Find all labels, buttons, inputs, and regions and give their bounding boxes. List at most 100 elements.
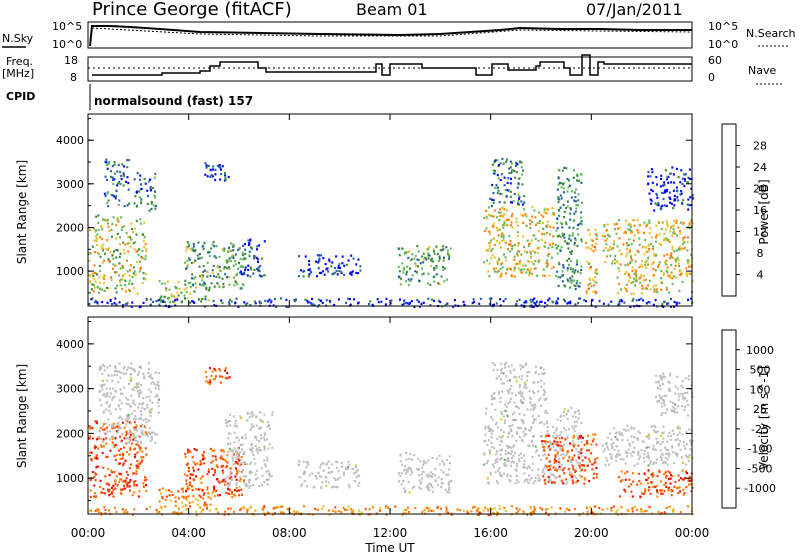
echo-cell [398, 270, 401, 273]
echo-cell [662, 372, 665, 375]
echo-cell [661, 376, 664, 379]
echo-cell [119, 170, 122, 174]
echo-cell [503, 176, 506, 179]
echo-cell [119, 447, 122, 451]
echo-cell [126, 437, 129, 440]
echo-cell [532, 407, 535, 410]
echo-cell [589, 248, 592, 251]
echo-cell [544, 398, 547, 402]
echo-cell [542, 373, 545, 376]
echo-cell [585, 290, 588, 293]
echo-cell [646, 435, 649, 438]
echo-cell [641, 440, 644, 443]
echo-cell [513, 275, 516, 278]
echo-cell [427, 247, 430, 250]
echo-cell [528, 466, 531, 469]
echo-cell [224, 510, 227, 513]
echo-cell [241, 443, 244, 446]
echo-cell [107, 418, 110, 421]
echo-cell [216, 478, 219, 481]
echo-cell [405, 273, 408, 276]
echo-cell [443, 280, 446, 283]
echo-cell [664, 190, 667, 194]
echo-cell [368, 508, 371, 511]
echo-cell [95, 239, 98, 243]
echo-cell [322, 462, 325, 465]
echo-cell [118, 370, 121, 373]
echo-cell [654, 202, 657, 205]
echo-cell [122, 367, 125, 370]
echo-cell [631, 441, 634, 444]
echo-cell [175, 512, 178, 515]
echo-cell [523, 466, 526, 469]
echo-cell [407, 284, 410, 287]
echo-cell [514, 375, 517, 378]
echo-cell [448, 481, 450, 484]
echo-cell [118, 427, 121, 430]
echo-cell [489, 241, 492, 244]
echo-cell [95, 466, 98, 469]
echo-cell [234, 302, 237, 305]
echo-cell [144, 418, 147, 421]
echo-cell [567, 301, 570, 304]
echo-cell [638, 480, 641, 483]
echo-cell [620, 288, 623, 291]
echo-cell [201, 297, 204, 300]
echo-cell [129, 245, 132, 248]
echo-cell [638, 431, 641, 435]
echo-cell [669, 253, 672, 257]
echo-cell [541, 440, 544, 443]
echo-cell [136, 292, 139, 295]
echo-cell [203, 501, 206, 504]
echo-cell [553, 459, 556, 463]
echo-cell [513, 411, 516, 414]
echo-cell [687, 479, 690, 482]
echo-cell [635, 437, 638, 440]
echo-cell [683, 179, 686, 182]
echo-cell [196, 254, 199, 257]
echo-cell [559, 419, 562, 422]
echo-cell [115, 291, 118, 294]
echo-cell [650, 199, 653, 202]
echo-cell [103, 289, 106, 292]
echo-cell [241, 448, 244, 451]
echo-cell [518, 375, 521, 378]
echo-cell [90, 298, 93, 301]
echo-cell [199, 460, 202, 463]
echo-cell [99, 390, 102, 393]
echo-cell [179, 512, 182, 515]
echo-cell [113, 455, 116, 458]
echo-cell [555, 467, 557, 470]
echo-cell [140, 424, 143, 428]
echo-cell [553, 442, 556, 445]
echo-cell [115, 475, 118, 478]
echo-cell [577, 270, 579, 273]
echo-cell [673, 219, 676, 222]
echo-cell [569, 218, 572, 221]
echo-cell [175, 297, 178, 300]
echo-cell [679, 448, 682, 451]
echo-cell [656, 291, 659, 294]
echo-cell [119, 267, 122, 270]
echo-cell [540, 300, 543, 303]
echo-cell [214, 173, 217, 176]
echo-cell [142, 397, 145, 400]
echo-cell [249, 239, 252, 242]
echo-cell [158, 385, 161, 388]
echo-cell [515, 469, 518, 472]
echo-cell [95, 420, 98, 423]
echo-cell [662, 461, 664, 465]
echo-cell [569, 212, 572, 215]
echo-cell [570, 406, 573, 409]
echo-cell [555, 229, 558, 232]
echo-cell [516, 224, 519, 227]
echo-cell [149, 399, 152, 402]
echo-cell [227, 507, 230, 510]
echo-cell [562, 414, 565, 417]
echo-cell [109, 251, 112, 254]
echo-cell [478, 511, 481, 514]
echo-cell [645, 250, 648, 253]
echo-cell [249, 246, 252, 249]
echo-cell [235, 297, 238, 300]
echo-cell [177, 507, 180, 510]
